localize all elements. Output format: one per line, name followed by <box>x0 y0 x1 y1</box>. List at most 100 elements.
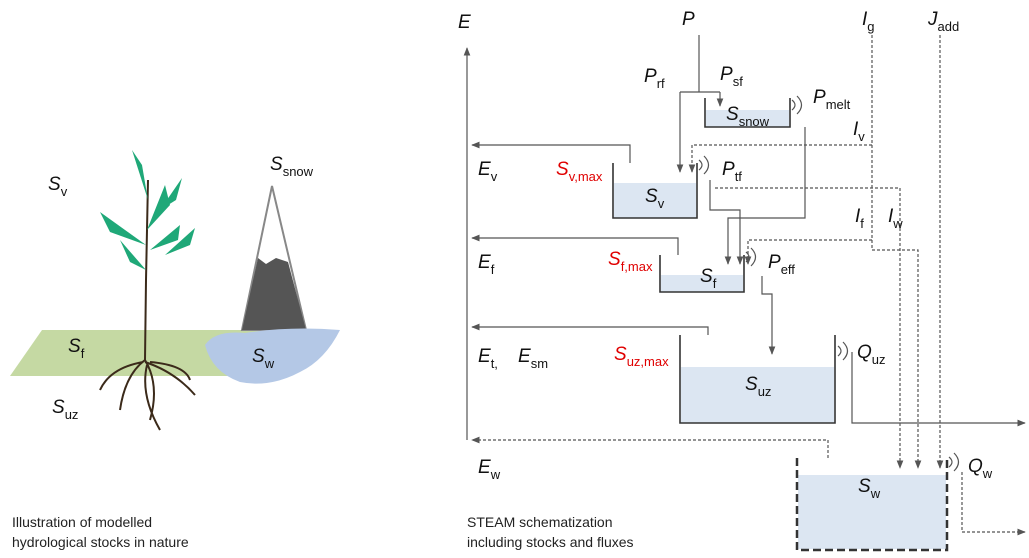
symbol-sub: add <box>938 19 960 34</box>
iv-flux <box>688 144 872 173</box>
sw-box <box>795 458 949 552</box>
symbol-base: S <box>52 397 65 418</box>
illustration <box>10 150 340 431</box>
sf-water <box>661 275 743 292</box>
symbol-label: Ef <box>478 252 495 277</box>
qw-flux <box>961 472 1026 536</box>
symbol-label: If <box>855 206 864 231</box>
symbol-label: E <box>458 12 471 33</box>
symbol-sub: v,max <box>569 169 603 184</box>
symbol-label: Sf,max <box>608 249 653 274</box>
symbol-label: Iv <box>853 119 865 144</box>
ground <box>10 330 272 376</box>
symbol-base: E <box>478 457 491 478</box>
symbol-sub: w <box>490 467 501 482</box>
symbol-label: Sf <box>68 336 85 361</box>
mountain-rock <box>242 258 306 330</box>
symbol-label: Ssnow <box>726 104 770 129</box>
symbol-base: S <box>858 476 871 497</box>
symbol-sub: uz,max <box>627 354 669 369</box>
suz-water <box>681 367 834 423</box>
symbol-base: P <box>720 64 733 85</box>
ew-flux <box>471 436 829 458</box>
symbol-base: E <box>478 346 491 367</box>
symbol-base: S <box>614 344 627 365</box>
symbol-sub: g <box>867 19 874 34</box>
symbol-base: P <box>813 87 826 108</box>
ig-flux <box>744 35 873 265</box>
symbol-label: Sv <box>48 174 68 199</box>
symbol-label: Ssnow <box>270 154 314 179</box>
symbol-sub: w <box>892 216 903 231</box>
symbol-base: S <box>608 249 621 270</box>
sv-water <box>614 183 696 218</box>
symbol-label: P <box>682 9 695 30</box>
symbol-label: Sv <box>645 186 665 211</box>
symbol-base: Q <box>857 342 872 363</box>
symbol-label: Suz <box>745 374 771 399</box>
symbol-sub: rf <box>657 76 665 91</box>
plant <box>99 179 196 431</box>
pmelt-flux <box>724 127 806 265</box>
quz-flux <box>851 352 1026 427</box>
symbol-base: P <box>722 159 735 180</box>
symbol-sub: sf <box>733 74 744 89</box>
symbol-sub: f <box>860 216 864 231</box>
symbol-sub: v <box>658 196 665 211</box>
symbol-label: Quz <box>857 342 886 367</box>
symbol-base: J <box>927 9 938 30</box>
symbol-label: Et, <box>478 346 498 371</box>
symbol-base: S <box>745 374 758 395</box>
symbol-base: I <box>853 119 859 140</box>
symbol-base: S <box>556 159 569 180</box>
symbol-sub: f <box>491 262 495 277</box>
symbol-base: E <box>478 159 491 180</box>
symbol-sub: uz <box>872 352 886 367</box>
symbol-base: P <box>682 9 695 30</box>
symbol-base: P <box>768 252 781 273</box>
suz-box <box>679 335 836 424</box>
symbol-label: Jadd <box>927 9 959 34</box>
ef-flux <box>471 234 679 255</box>
leaves <box>100 150 195 270</box>
caption: Illustration of modelled <box>12 514 152 530</box>
symbol-sub: v <box>61 184 68 199</box>
snow-water <box>706 110 789 127</box>
symbol-sub: uz <box>758 384 772 399</box>
symbol-base: Q <box>968 456 983 477</box>
symbol-sub: tf <box>735 169 743 184</box>
et-flux <box>471 323 709 335</box>
symbol-label: Ig <box>862 9 875 34</box>
symbol-sub: f <box>81 346 85 361</box>
sf-box <box>659 255 745 293</box>
captions: Illustration of modelled hydrological st… <box>12 514 634 550</box>
symbol-sub: t, <box>491 356 498 371</box>
symbol-base: S <box>48 174 61 195</box>
symbol-label: Ev <box>478 159 498 184</box>
symbol-label: Sw <box>858 476 881 501</box>
symbol-label: Sw <box>252 346 275 371</box>
symbol-label: Esm <box>518 346 548 371</box>
symbol-sub: w <box>264 356 275 371</box>
peff-flux <box>761 276 776 355</box>
caption: hydrological stocks in nature <box>12 534 189 550</box>
symbol-label: Sf <box>700 266 717 291</box>
caption: including stocks and fluxes <box>467 534 634 550</box>
symbol-sub: f <box>713 276 717 291</box>
symbol-sub: w <box>870 486 881 501</box>
symbol-base: I <box>888 206 894 227</box>
symbol-base: S <box>726 104 739 125</box>
symbol-sub: uz <box>65 407 79 422</box>
symbol-base: S <box>700 266 713 287</box>
symbol-base: E <box>478 252 491 273</box>
symbol-label: Suz,max <box>614 344 669 369</box>
symbol-sub: eff <box>781 262 796 277</box>
caption: STEAM schematization <box>467 514 613 530</box>
symbol-label: Qw <box>968 456 993 481</box>
symbol-label: Sv,max <box>556 159 603 184</box>
symbol-sub: v <box>858 129 865 144</box>
outlet-arcs <box>698 95 960 472</box>
symbol-base: S <box>68 336 81 357</box>
symbol-base: P <box>644 66 657 87</box>
